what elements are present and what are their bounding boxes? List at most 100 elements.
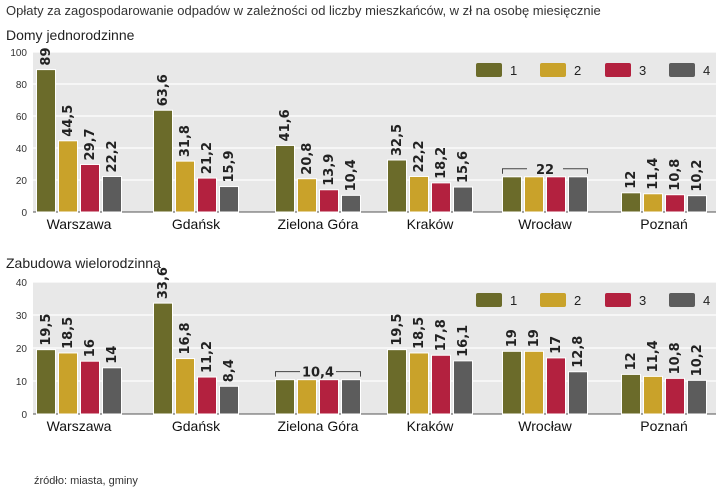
legend-swatch-4 [669,293,695,307]
legend-label-2: 2 [574,63,581,78]
legend-label-3: 3 [639,63,646,78]
legend-swatch-3 [605,63,631,77]
bar-gdansk-s1 [153,302,173,415]
data-label: 10,4 [344,159,359,191]
category-label: Poznań [640,216,687,232]
bar-wroclaw-s4 [568,176,588,213]
source-note: źródło: miasta, gminy [34,475,138,487]
bar-warszawa-s4 [102,367,122,415]
bar-gdansk-s3 [197,177,217,213]
data-label: 12 [624,352,639,370]
data-label: 17,8 [434,319,449,351]
data-label: 11,4 [646,158,661,190]
common-value-bracket [502,168,588,174]
data-label: 31,8 [178,125,193,157]
category-label: Wrocław [518,418,572,434]
y-tick-label: 80 [16,80,28,91]
bar-gdansk-s4 [219,186,239,213]
data-label: 21,2 [200,142,215,174]
data-label: 33,6 [156,267,171,299]
bar-zielona-gora-s2 [297,178,317,213]
legend: 1 2 3 4 [476,63,710,78]
bar-zielona-gora-s4 [341,379,361,415]
data-label: 19 [527,329,542,347]
bar-warszawa-s3 [80,360,100,415]
bar-zielona-gora-s3 [319,189,339,213]
bar-poznan-s4 [687,195,707,213]
legend-swatch-3 [605,293,631,307]
bar-zielona-gora-s4 [341,194,361,213]
data-label: 13,9 [322,154,337,186]
bar-wroclaw-s1 [502,176,522,213]
data-label: 15,6 [456,151,471,183]
y-tick-label: 60 [16,112,28,123]
chart-panel-1: Domy jednorodzinne 0 20 40 60 80 100 89 44,5 29,7… [6,27,716,232]
bar-poznan-s4 [687,379,707,415]
bar-zielona-gora-s3 [319,379,339,415]
data-label: 11,2 [200,341,215,373]
legend-label-1: 1 [510,63,517,78]
data-label: 22,2 [105,140,120,172]
bar-krakow-s3 [431,354,451,415]
bar-warszawa-s4 [102,175,122,213]
legend-swatch-2 [540,293,566,307]
data-label: 17 [549,336,564,354]
legend-label-4: 4 [703,63,710,78]
chart-panel-2: Zabudowa wielorodzinna 0 10 20 30 40 19,5 18,5 1… [6,255,716,434]
y-tick-label: 100 [10,48,27,59]
bar-wroclaw-s3 [546,357,566,415]
bar-gdansk-s4 [219,385,239,415]
bar-krakow-s1 [387,349,407,415]
bar-poznan-s1 [621,373,641,415]
plot-background [33,52,716,212]
data-label: 8,4 [222,359,237,382]
data-label: 32,5 [390,124,405,156]
data-label: 18,2 [434,147,449,179]
category-label: Warszawa [47,418,112,434]
y-tick-label: 40 [16,278,28,289]
bar-gdansk-s2 [175,358,195,415]
data-label: 11,4 [646,340,661,372]
data-label: 19,5 [390,314,405,346]
bar-krakow-s2 [409,175,429,213]
bar-gdansk-s3 [197,376,217,415]
data-label: 29,7 [83,128,98,160]
bar-warszawa-s2 [58,140,78,213]
chart-title: Opłaty za zagospodarowanie odpadów w zal… [6,3,601,18]
data-label: 16,1 [456,325,471,357]
category-label: Warszawa [47,216,112,232]
y-tick-label: 10 [16,377,28,388]
data-label: 10,4 [302,366,334,381]
y-tick-label: 0 [21,410,27,421]
data-label: 22 [536,163,554,178]
data-label: 10,8 [668,342,683,374]
data-label: 10,2 [690,160,705,192]
bar-krakow-s3 [431,182,451,213]
bar-zielona-gora-s1 [275,144,295,213]
panel-title: Zabudowa wielorodzinna [6,255,161,271]
data-label: 63,6 [156,74,171,106]
category-label: Gdańsk [172,216,221,232]
data-label: 18,5 [412,317,427,349]
bar-krakow-s4 [453,360,473,415]
bar-warszawa-s2 [58,352,78,415]
category-label: Zielona Góra [278,418,359,434]
common-value-bracket [275,371,361,377]
bar-gdansk-s1 [153,109,173,213]
bar-zielona-gora-s1 [275,379,295,415]
bar-wroclaw-s1 [502,350,522,415]
data-label: 18,5 [61,317,76,349]
bar-wroclaw-s3 [546,176,566,213]
bar-wroclaw-s2 [524,350,544,415]
data-label: 16,8 [178,322,193,354]
data-label: 89 [39,48,54,66]
data-label: 41,6 [278,109,293,141]
bar-wroclaw-s2 [524,176,544,213]
y-tick-label: 20 [16,344,28,355]
data-label: 10,8 [668,159,683,191]
bar-poznan-s2 [643,375,663,415]
data-label: 12 [624,171,639,189]
data-label: 19,5 [39,314,54,346]
category-label: Poznań [640,418,687,434]
